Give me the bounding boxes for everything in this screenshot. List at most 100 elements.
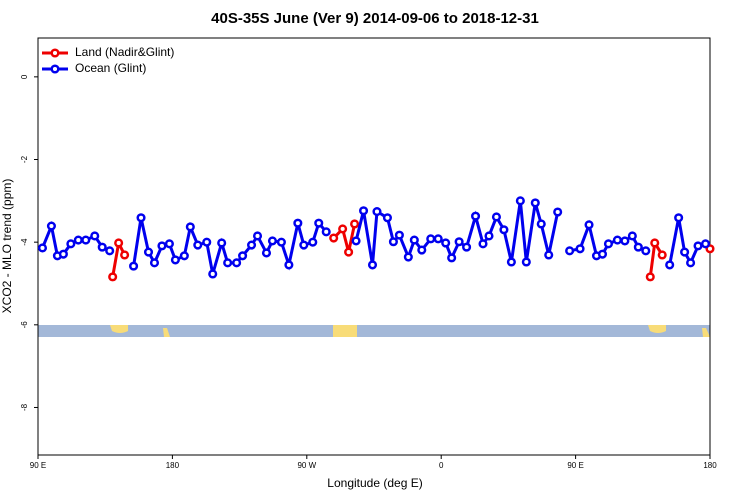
point [515, 196, 525, 206]
point [454, 237, 464, 247]
point [129, 261, 139, 271]
point [521, 257, 531, 267]
point [603, 239, 614, 249]
y-axis-title: XCO2 - MLO trend (ppm) [0, 179, 14, 314]
point [674, 213, 684, 223]
point [108, 272, 118, 282]
y-tick-label: -8 [20, 403, 29, 411]
point [246, 240, 257, 250]
point [261, 248, 272, 258]
point [612, 235, 622, 245]
point [46, 221, 56, 231]
point [350, 219, 360, 229]
point [597, 249, 608, 259]
point [657, 250, 667, 260]
point [321, 227, 331, 237]
map-strip [38, 325, 710, 337]
point [293, 218, 303, 228]
point [484, 231, 494, 241]
point [584, 220, 594, 230]
point [238, 251, 248, 261]
legend-marker [50, 64, 60, 74]
point [417, 245, 427, 255]
point [633, 242, 643, 252]
point [105, 246, 115, 256]
point [308, 237, 318, 247]
point [149, 258, 160, 268]
point [462, 242, 472, 252]
y-tick-label: -2 [20, 155, 29, 163]
point [426, 234, 436, 244]
x-tick-label: 180 [703, 461, 717, 470]
land-blob [333, 325, 357, 337]
point [367, 260, 378, 270]
point [329, 233, 339, 243]
point [447, 253, 457, 263]
point [382, 213, 392, 223]
point [58, 249, 68, 259]
point [645, 272, 655, 282]
point [73, 235, 83, 245]
land-blob [110, 325, 128, 333]
point [499, 225, 509, 235]
point [351, 236, 361, 246]
point [441, 238, 451, 248]
point [403, 252, 413, 262]
point [170, 255, 180, 265]
x-tick-label: 90 W [297, 461, 316, 470]
point [680, 247, 690, 257]
point [252, 231, 263, 241]
point [536, 219, 546, 229]
y-tick-label: -6 [20, 321, 29, 329]
point [575, 244, 585, 254]
point [530, 198, 540, 208]
x-tick-label: 180 [166, 461, 180, 470]
point [284, 260, 294, 270]
point [565, 246, 575, 256]
y-tick-label: -4 [20, 238, 29, 246]
legend-label: Land (Nadir&Glint) [75, 45, 174, 59]
point [81, 235, 91, 245]
point [208, 269, 218, 279]
point [136, 213, 146, 223]
point [433, 234, 443, 244]
point [470, 211, 481, 221]
point [620, 236, 630, 246]
point [157, 241, 167, 251]
x-tick-label: 90 E [567, 461, 583, 470]
x-tick-label: 0 [439, 461, 444, 470]
point [179, 251, 189, 261]
ocean-strip [38, 325, 710, 337]
point [700, 239, 711, 249]
point [185, 222, 195, 232]
point [299, 240, 309, 250]
point [338, 224, 348, 234]
x-axis-title: Longitude (deg E) [327, 476, 422, 490]
point [114, 238, 124, 248]
legend-label: Ocean (Glint) [75, 61, 146, 75]
land-blob [648, 325, 666, 333]
point [276, 237, 286, 247]
point [232, 258, 242, 268]
legend-marker [50, 48, 60, 58]
point [372, 207, 382, 217]
point [267, 236, 278, 246]
land-blob [702, 328, 710, 337]
point [358, 206, 369, 216]
point [491, 212, 502, 222]
point [409, 235, 419, 245]
land-blob [163, 328, 170, 337]
point [202, 237, 212, 247]
point [223, 258, 233, 268]
point [66, 239, 76, 249]
point [344, 247, 354, 257]
point [217, 238, 227, 248]
point [686, 258, 696, 268]
point [164, 239, 174, 249]
y-tick-label: 0 [20, 74, 29, 79]
x-tick-label: 90 E [30, 461, 46, 470]
point [314, 218, 324, 228]
point [641, 246, 651, 256]
point [143, 247, 154, 257]
